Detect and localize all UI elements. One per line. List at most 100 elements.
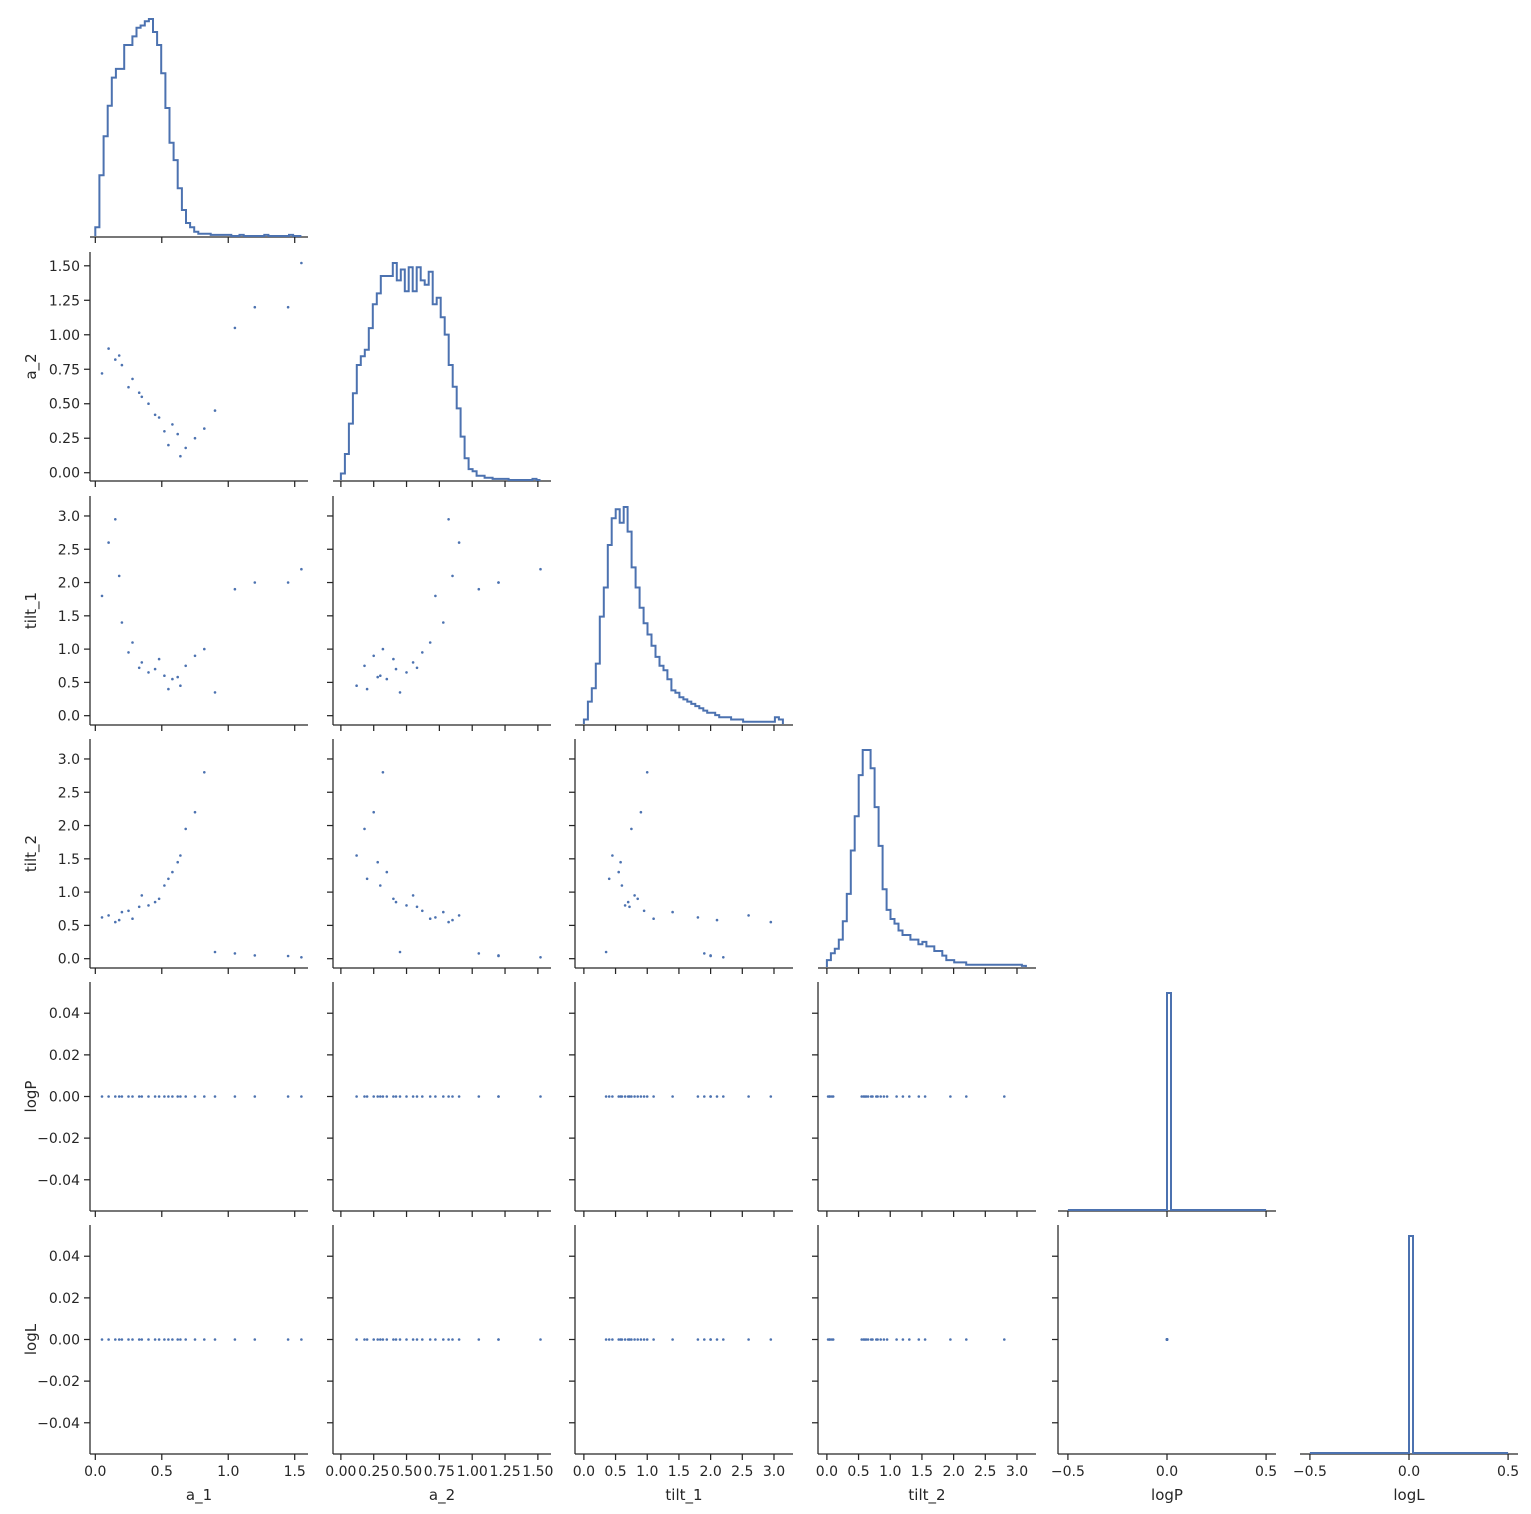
histogram-tilt_2 [825,749,1027,967]
histogram-a_1 [94,18,302,237]
scatter-point [604,1095,608,1098]
scatter-point [127,909,130,913]
histogram-a_2 [339,262,541,481]
scatter-point [447,920,450,924]
scatter-point [127,385,130,389]
scatter-point [176,1338,179,1341]
scatter-point [879,1095,882,1098]
scatter-point [539,1338,542,1341]
scatter-point [639,1095,643,1098]
scatter-point [213,409,217,412]
scatter-point [394,1095,398,1098]
scatter-point [604,1338,608,1341]
scatter-point [157,1095,161,1098]
scatter-point [722,956,725,959]
scatter-point [611,1338,614,1341]
scatter-point [864,1095,868,1098]
scatter-point [114,920,117,924]
panel-logL-vs-tilt_1: 0.0 0.5 1.0 1.5 2.0 2.5 3.0 tilt_1 [569,1225,793,1505]
scatter-point [300,261,303,265]
y-tick-label: 0.5 [58,675,80,691]
scatter-point [233,1338,237,1341]
scatter-point [153,413,157,417]
panel-logL-vs-a_1: 0.0 0.5 1.0 1.5 a_1 −0.04 −0.02 0.00 0.02 0.04 log… [22,1225,308,1505]
scatter-point [376,675,380,679]
scatter-point [114,518,117,521]
scatter-point [167,877,170,881]
scatter-point [233,326,237,330]
scatter-point [428,1095,432,1098]
scatter-point [171,423,174,426]
scatter-point [442,910,445,914]
scatter-point [626,900,630,904]
y-tick-label: 2.0 [58,576,80,592]
scatter-point [908,1095,911,1098]
scatter-point [376,1095,380,1098]
y-tick-label: 0.00 [49,466,80,482]
scatter-point [363,1338,366,1341]
scatter-point [405,904,408,907]
scatter-point [300,1338,303,1341]
scatter-point [830,1338,834,1341]
scatter-point [171,677,174,681]
x-tick-label: 3.0 [1006,1464,1028,1480]
scatter-point [636,1338,639,1341]
scatter-point [917,1095,921,1098]
scatter-point [193,1338,197,1341]
panel-logL-vs-tilt_2: 0.0 0.5 1.0 1.5 2.0 2.5 3.0 tilt_2 [812,1225,1036,1505]
scatter-point [167,443,170,447]
scatter-point [137,391,141,395]
scatter-point [184,446,187,450]
scatter-point [709,1338,712,1341]
x-tick-label: 1.5 [911,1464,933,1480]
scatter-point [709,954,712,958]
scatter-point [421,1338,424,1341]
scatter-point [392,1338,395,1341]
x-tick-label: 3.0 [763,1464,785,1480]
scatter-point [379,674,382,677]
scatter-point [497,1095,500,1098]
scatter-point [203,1095,206,1098]
scatter-point [176,432,179,436]
scatter-point [381,1095,385,1098]
scatter-point [722,1338,725,1341]
scatter-point [385,1095,389,1098]
scatter-point [107,914,110,917]
y-tick-label: 1.0 [58,885,80,901]
panel-tilt_2-vs-a_1: 0.0 0.5 1.0 1.5 2.0 2.5 3.0 tilt_2 [22,739,308,974]
panel-tilt_1-vs-a_2 [327,496,551,731]
panel-a_1-vs-a_1 [90,18,308,243]
y-tick-label: 0.0 [58,709,80,725]
scatter-point [923,1095,927,1098]
scatter-point [949,1095,952,1098]
scatter-point [630,1095,633,1098]
scatter-point [203,647,206,651]
panel-logL-vs-a_2: 0.00 0.25 0.50 0.75 1.00 1.25 1.50 a_2 [325,1225,553,1505]
scatter-point [355,1095,358,1098]
scatter-point [411,1095,415,1098]
panel-grid: 0.000.250.500.751.001.251.50a_20.00.51.0… [22,18,1519,1505]
scatter-point [117,574,121,578]
scatter-point [203,427,206,430]
y-axis-label: tilt_1 [22,592,41,629]
scatter-point [379,884,382,887]
scatter-point [163,1338,166,1341]
scatter-point [421,651,424,654]
scatter-point [376,860,380,864]
scatter-point [394,900,398,904]
x-tick-label: 0.0 [1156,1464,1178,1480]
x-axis-label: a_2 [429,1486,455,1505]
scatter-point [127,1338,130,1341]
y-tick-label: 0.00 [49,1090,80,1106]
x-tick-label: 0.25 [358,1464,389,1480]
y-tick-label: 0.50 [49,397,80,413]
panel-tilt_1-vs-tilt_1 [575,506,793,731]
scatter-point [715,1338,719,1341]
scatter-point [875,1338,878,1341]
scatter-point [385,677,389,681]
scatter-point [147,402,150,406]
scatter-point [623,1095,627,1098]
scatter-point [147,1338,150,1341]
scatter-point [457,914,461,917]
